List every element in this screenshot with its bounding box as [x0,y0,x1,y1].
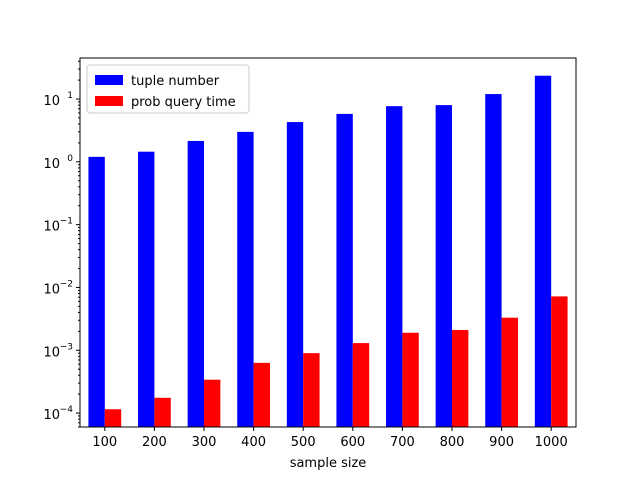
bar-tuple-number-1000 [534,75,552,427]
legend: tuple number prob query time [86,64,250,114]
bar-prob-query-time-1000 [551,296,568,427]
bar-tuple-number-800 [435,105,452,428]
x-tick-label: 400 [241,435,266,450]
x-tick-label: 900 [489,435,514,450]
plot-frame [79,57,577,428]
legend-label-tuple-number: tuple number [131,74,220,89]
x-tick-label: 300 [192,435,217,450]
bar-prob-query-time-500 [303,353,320,427]
x-tick-label: 800 [440,435,465,450]
bar-tuple-number-400 [237,131,254,427]
bar-prob-query-time-700 [402,332,419,427]
bar-tuple-number-500 [286,122,304,428]
bar-prob-query-time-900 [501,317,518,427]
x-tick-label: 100 [92,435,117,450]
bar-tuple-number-900 [485,94,502,428]
x-tick-label: 500 [291,435,316,450]
x-axis-label: sample size [290,456,367,471]
bar-tuple-number-200 [138,151,155,427]
x-axis-ticks: 100 200 300 400 500 600 700 800 900 1000 [92,427,568,450]
legend-box [86,64,250,114]
y-tick-label: 10−3 [43,342,73,360]
bar-prob-query-time-800 [452,330,469,427]
bar-prob-query-time-400 [253,362,270,427]
x-tick-label: 1000 [535,435,568,450]
bar-prob-query-time-300 [204,379,221,427]
y-tick-label: 10 0 [43,154,73,172]
y-tick-label: 10−2 [43,279,73,297]
x-tick-label: 700 [390,435,415,450]
y-tick-label: 10 1 [43,91,73,109]
x-tick-label: 200 [142,435,167,450]
legend-label-prob-query-time: prob query time [131,95,236,110]
legend-swatch-tuple-number [95,75,123,85]
x-tick-label: 600 [340,435,365,450]
bar-prob-query-time-600 [352,343,370,427]
y-tick-label: 10−1 [43,217,73,235]
legend-swatch-prob-query-time [95,96,123,106]
bar-prob-query-time-200 [154,397,171,427]
bar-tuple-number-600 [336,113,353,427]
bar-prob-query-time-100 [104,409,122,427]
bar-tuple-number-700 [386,106,403,427]
bar-tuple-number-300 [187,140,204,427]
bar-tuple-number-100 [88,156,105,428]
bars-layer [88,75,568,428]
y-tick-label: 10−4 [43,405,73,423]
